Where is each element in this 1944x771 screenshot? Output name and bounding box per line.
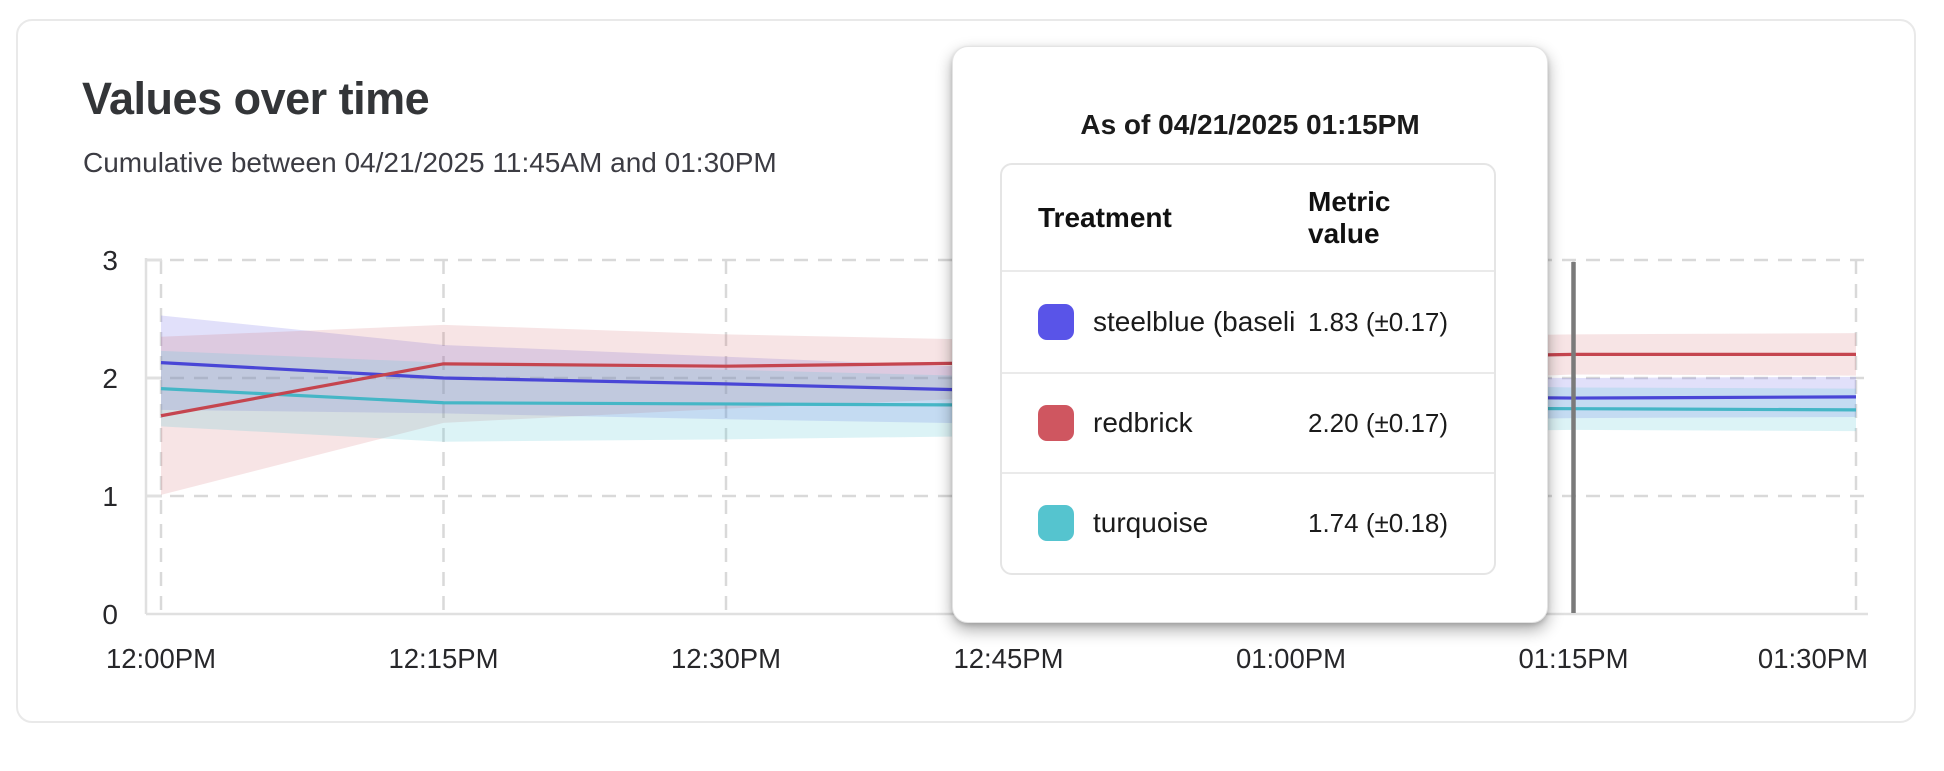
hover-tooltip: As of 04/21/2025 01:15PM Treatment Metri… [952,46,1548,623]
y-tick-label: 2 [102,363,118,394]
chart-subtitle: Cumulative between 04/21/2025 11:45AM an… [83,147,777,178]
series-color-swatch [1038,304,1074,340]
x-tick-label: 12:00PM [106,643,216,674]
y-tick-label: 3 [102,245,118,276]
series-color-swatch [1038,505,1074,541]
tooltip-row: turquoise 1.74 (±0.18) [1002,472,1494,572]
tooltip-col-treatment: Treatment [1038,201,1172,233]
treatment-label: turquoise [1093,507,1209,538]
tooltip-table-header: Treatment Metric value [1002,165,1494,272]
tooltip-row: steelblue (baseli 1.83 (±0.17) [1002,272,1494,372]
series-color-swatch [1038,405,1074,441]
metric-value: 1.74 (±0.18) [1308,507,1449,538]
x-tick-label: 12:30PM [671,643,781,674]
tooltip-rows: steelblue (baseli 1.83 (±0.17) redbrick 2.2… [1002,272,1494,572]
chart-card: Values over time Cumulative between 04/2… [16,19,1916,723]
y-tick-label: 0 [102,599,118,630]
y-tick-label: 1 [102,481,118,512]
x-tick-label: 01:15PM [1518,643,1628,674]
treatment-label: steelblue (baseli [1093,306,1296,337]
treatment-label: redbrick [1093,407,1193,438]
x-tick-label: 01:00PM [1236,643,1346,674]
metric-value: 1.83 (±0.17) [1308,306,1449,337]
x-tick-label: 12:45PM [953,643,1063,674]
tooltip-title: As of 04/21/2025 01:15PM [1080,109,1420,140]
tooltip-col-metric-value: Metric value [1308,185,1391,249]
tooltip-table: Treatment Metric value steelblue (baseli… [1000,163,1496,575]
tooltip-row: redbrick 2.20 (±0.17) [1002,372,1494,472]
metric-value: 2.20 (±0.17) [1308,407,1449,438]
x-tick-label: 01:30PM [1758,643,1868,674]
page-title: Values over time [82,73,430,124]
x-tick-label: 12:15PM [388,643,498,674]
